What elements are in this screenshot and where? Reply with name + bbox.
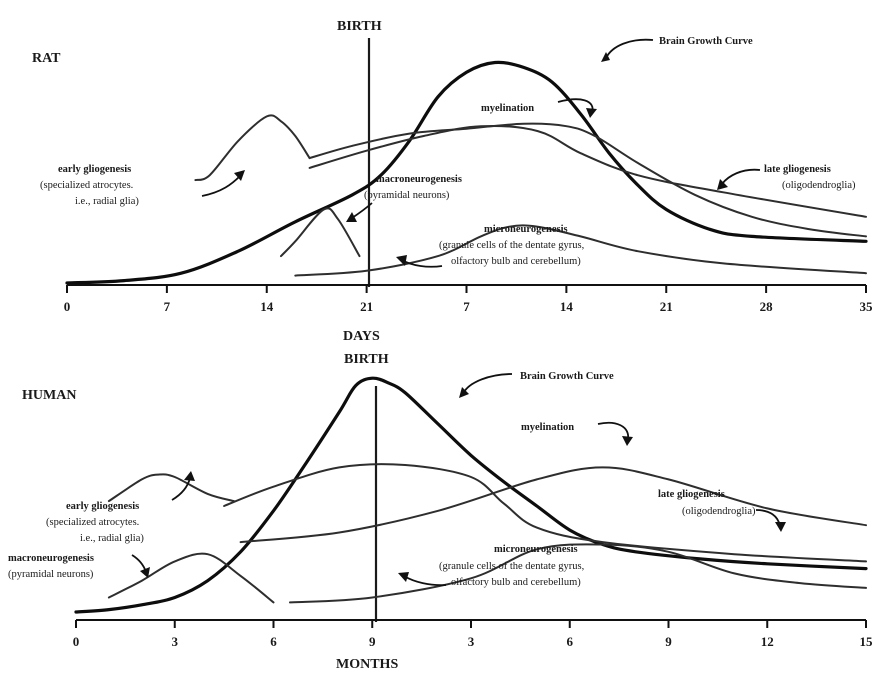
human-early-gliogenesis-detail-1: (specialized atrocytes. (46, 517, 139, 528)
rat-x-tick-label: 28 (760, 299, 774, 314)
human-microneurogenesis-arrow (398, 572, 447, 587)
human-early-gliogenesis-detail-2: i.e., radial glia) (80, 533, 144, 544)
human-x-tick-label: 6 (270, 634, 277, 649)
human-late-gliogenesis-arrow (755, 509, 786, 532)
rat-early-gliogenesis-label: early gliogenesis (58, 164, 131, 175)
rat-x-tick-label: 14 (260, 299, 274, 314)
rat-x-tick-label: 0 (64, 299, 71, 314)
human-late-gliogenesis-curve (223, 463, 867, 563)
rat-microneurogenesis-label: microneurogenesis (484, 224, 568, 235)
human-macroneurogenesis-label: macroneurogenesis (8, 553, 94, 564)
rat-x-ticks: 0 7 14 21 7 14 21 28 35 (64, 285, 873, 314)
rat-late-gliogenesis-label: late gliogenesis (764, 164, 831, 175)
rat-early-gliogenesis-detail-2: i.e., radial glia) (75, 196, 139, 207)
human-curves (74, 376, 868, 614)
human-x-tick-label: 3 (172, 634, 179, 649)
human-myelination-curve (239, 466, 867, 544)
human-x-axis-title: MONTHS (336, 657, 398, 672)
rat-microneurogenesis-arrow (396, 255, 443, 268)
human-birth-label: BIRTH (344, 352, 389, 367)
human-macroneurogenesis-curve (107, 552, 275, 604)
rat-myelination-curve (308, 122, 867, 238)
rat-x-tick-label: 7 (463, 299, 470, 314)
human-myelination-arrow (597, 421, 633, 446)
human-late-gliogenesis-detail: (oligodendroglia) (682, 506, 756, 517)
human-panel: HUMAN BIRTH 0 3 6 9 3 6 9 12 15 MONTHS Brain Gro… (8, 352, 873, 672)
human-x-tick-label: 12 (761, 634, 774, 649)
rat-brain-growth-curve-curve (65, 60, 868, 285)
human-early-gliogenesis-arrow (171, 471, 195, 501)
human-late-gliogenesis-label: late gliogenesis (658, 489, 725, 500)
rat-panel-label: RAT (32, 51, 61, 66)
rat-early-gliogenesis-arrow (201, 170, 245, 197)
human-x-tick-label: 15 (860, 634, 874, 649)
human-brain-growth-curve-curve (74, 376, 868, 614)
rat-x-axis-title: DAYS (343, 329, 380, 344)
rat-brain-growth-label: Brain Growth Curve (659, 36, 753, 47)
rat-macroneurogenesis-arrow (346, 202, 373, 222)
human-microneurogenesis-detail-1: (granule cells of the dentate gyrus, (439, 561, 584, 572)
rat-late-gliogenesis-curve (308, 124, 867, 218)
rat-birth-label: BIRTH (337, 19, 382, 34)
human-early-gliogenesis-curve (107, 473, 235, 503)
human-panel-label: HUMAN (22, 388, 76, 403)
human-microneurogenesis-detail-2: olfactory bulb and cerebellum) (451, 577, 581, 588)
rat-x-tick-label: 21 (360, 299, 373, 314)
rat-late-gliogenesis-detail: (oligodendroglia) (782, 180, 856, 191)
rat-x-tick-label: 35 (860, 299, 874, 314)
human-macroneurogenesis-arrow (131, 554, 150, 578)
human-brain-growth-arrow (459, 373, 513, 398)
rat-microneurogenesis-detail-2: olfactory bulb and cerebellum) (451, 256, 581, 267)
rat-late-gliogenesis-arrow (717, 168, 761, 190)
human-microneurogenesis-label: microneurogenesis (494, 544, 578, 555)
rat-microneurogenesis-detail-1: (granule cells of the dentate gyrus, (439, 240, 584, 251)
rat-macroneurogenesis-detail: (pyramidal neurons) (364, 190, 450, 201)
rat-early-gliogenesis-detail-1: (specialized atrocytes. (40, 180, 133, 191)
rat-brain-growth-arrow (601, 38, 654, 62)
human-x-tick-label: 0 (73, 634, 80, 649)
rat-macroneurogenesis-curve (280, 207, 361, 258)
human-brain-growth-label: Brain Growth Curve (520, 371, 614, 382)
rat-microneurogenesis-curve (294, 224, 867, 277)
rat-x-tick-label: 14 (560, 299, 574, 314)
rat-myelination-label: myelination (481, 103, 534, 114)
human-myelination-label: myelination (521, 422, 574, 433)
human-x-tick-label: 3 (468, 634, 475, 649)
human-x-tick-label: 9 (369, 634, 376, 649)
human-x-ticks: 0 3 6 9 3 6 9 12 15 (73, 620, 873, 649)
rat-myelination-arrow (557, 98, 597, 118)
human-early-gliogenesis-label: early gliogenesis (66, 501, 139, 512)
human-microneurogenesis-curve (289, 543, 867, 604)
human-x-tick-label: 9 (665, 634, 672, 649)
rat-panel: RAT BIRTH 0 7 14 21 7 14 21 28 35 DAYS Brain Gro… (32, 19, 873, 344)
rat-x-tick-label: 21 (660, 299, 673, 314)
human-x-tick-label: 6 (567, 634, 574, 649)
human-macroneurogenesis-detail: (pyramidal neurons) (8, 569, 94, 580)
rat-curves (65, 60, 868, 285)
rat-macroneurogenesis-label: macroneurogenesis (376, 174, 462, 185)
rat-x-tick-label: 7 (164, 299, 171, 314)
rat-early-gliogenesis-curve (194, 114, 311, 182)
